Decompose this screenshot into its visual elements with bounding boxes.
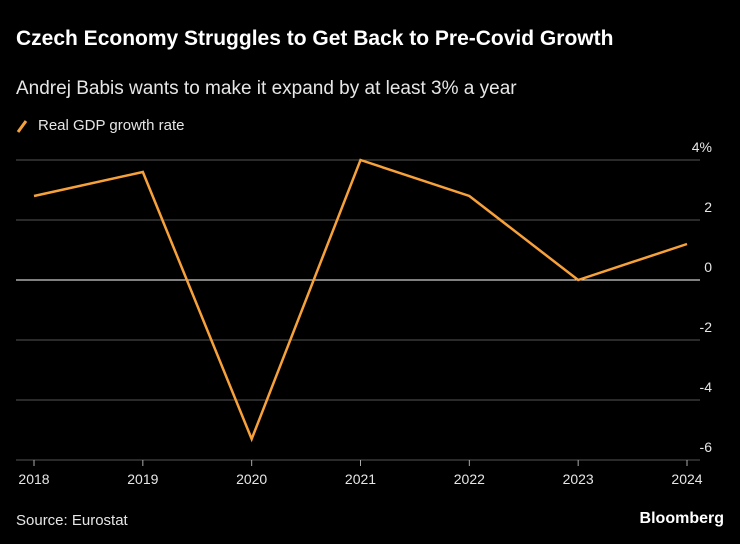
y-tick-label: 4% [692,139,712,155]
x-tick-label: 2023 [563,471,594,487]
y-tick-label: 2 [704,199,712,215]
legend-label: Real GDP growth rate [38,117,185,134]
chart-subtitle: Andrej Babis wants to make it expand by … [16,78,517,99]
source: Source: Eurostat [16,512,128,529]
y-tick-label: -6 [700,439,713,455]
legend-swatch [16,119,28,133]
legend: Real GDP growth rate [16,117,184,134]
x-tick-label: 2022 [454,471,485,487]
brand: Bloomberg [639,510,724,527]
x-tick-label: 2024 [671,471,702,487]
y-tick-label: -2 [700,319,713,335]
x-tick-label: 2021 [345,471,376,487]
x-tick-label: 2018 [18,471,49,487]
y-tick-label: 0 [704,259,712,275]
data-line [33,158,688,443]
x-tick-label: 2020 [236,471,267,487]
y-tick-label: -4 [700,379,713,395]
legend-line [16,119,28,133]
x-tick-label: 2019 [127,471,158,487]
chart-title: Czech Economy Struggles to Get Back to P… [16,27,614,50]
